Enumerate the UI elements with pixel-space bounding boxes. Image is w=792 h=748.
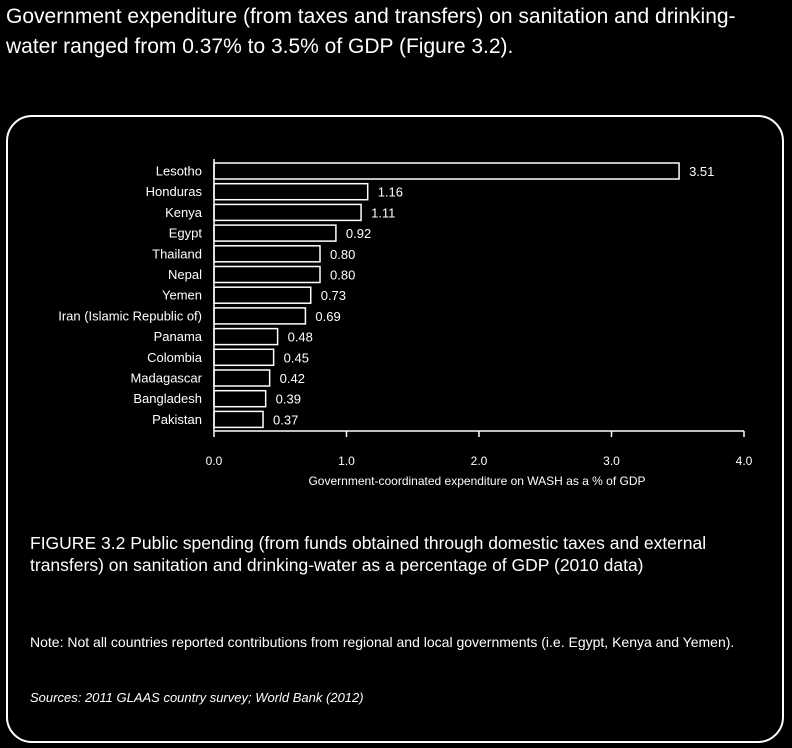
- x-tick-label: 1.0: [338, 454, 355, 468]
- category-label: Nepal: [168, 267, 202, 282]
- category-label: Colombia: [147, 350, 203, 365]
- category-label: Thailand: [152, 246, 202, 261]
- category-label: Pakistan: [152, 412, 202, 427]
- value-label: 0.80: [330, 268, 355, 283]
- category-label: Yemen: [162, 288, 202, 303]
- category-label: Honduras: [146, 184, 203, 199]
- value-label: 0.42: [280, 371, 305, 386]
- bar-honduras: [213, 182, 369, 201]
- figure-note: Note: Not all countries reported contrib…: [30, 634, 735, 650]
- bar-lesotho: [213, 162, 680, 180]
- figure-caption: FIGURE 3.2 Public spending (from funds o…: [30, 532, 770, 576]
- bar-madagascar: [213, 369, 271, 387]
- category-label: Iran (Islamic Republic of): [58, 308, 202, 323]
- bar-kenya: [213, 203, 362, 222]
- value-label: 0.80: [330, 247, 355, 262]
- figure-caption-text: Public spending (from funds obtained thr…: [30, 533, 707, 575]
- category-label: Lesotho: [156, 164, 202, 179]
- x-tick-label: 4.0: [736, 454, 753, 468]
- value-label: 1.16: [378, 185, 403, 200]
- x-tick-label: 2.0: [471, 454, 488, 468]
- value-label: 0.37: [273, 412, 298, 427]
- chart-value-labels: 3.51 1.16 1.110.92 0.80 0.80 0.73 0.690.48 0.45…: [273, 164, 714, 427]
- value-label: 0.69: [315, 309, 340, 324]
- bar-panama: [213, 327, 279, 346]
- figure-label: FIGURE 3.2: [30, 533, 126, 553]
- category-label: Bangladesh: [133, 391, 202, 406]
- category-label: Kenya: [165, 205, 203, 220]
- value-label: 3.51: [689, 164, 714, 179]
- x-tick-label: 0.0: [206, 454, 223, 468]
- value-label: 0.48: [288, 330, 313, 345]
- value-label: 0.45: [284, 350, 309, 365]
- bar-yemen: [213, 286, 312, 304]
- category-label: Madagascar: [130, 371, 202, 386]
- figure-sources: Sources: 2011 GLAAS country survey; Worl…: [30, 690, 364, 705]
- bar-thailand: [213, 245, 321, 263]
- bar-bangladesh: [213, 389, 267, 408]
- value-label: 1.11: [371, 205, 395, 220]
- category-label: Panama: [154, 329, 203, 344]
- chart-category-labels: Lesotho Honduras Kenya Egypt Thailand Nepal Ye…: [58, 164, 203, 427]
- x-tick-label: 3.0: [603, 454, 620, 468]
- bar-pakistan: [213, 410, 264, 429]
- x-axis-title: Government-coordinated expenditure on WA…: [308, 474, 645, 488]
- value-label: 0.39: [276, 392, 301, 407]
- category-label: Egypt: [169, 226, 203, 241]
- chart-x-axis: 0.0 1.0 2.0 3.0 4.0 Government-coordinated ex…: [206, 159, 753, 488]
- intro-text: Government expenditure (from taxes and t…: [6, 5, 736, 58]
- value-label: 0.73: [321, 288, 346, 303]
- bar-nepal: [213, 265, 321, 284]
- value-label: 0.92: [346, 226, 371, 241]
- chart-bars: [213, 162, 680, 429]
- figure-panel: [6, 115, 784, 743]
- bar-chart: Lesotho Honduras Kenya Egypt Thailand Nepal Ye…: [58, 159, 753, 488]
- bar-iran-islamic-republic-of: [213, 307, 307, 325]
- bar-egypt: [213, 224, 337, 242]
- bar-colombia: [213, 348, 275, 367]
